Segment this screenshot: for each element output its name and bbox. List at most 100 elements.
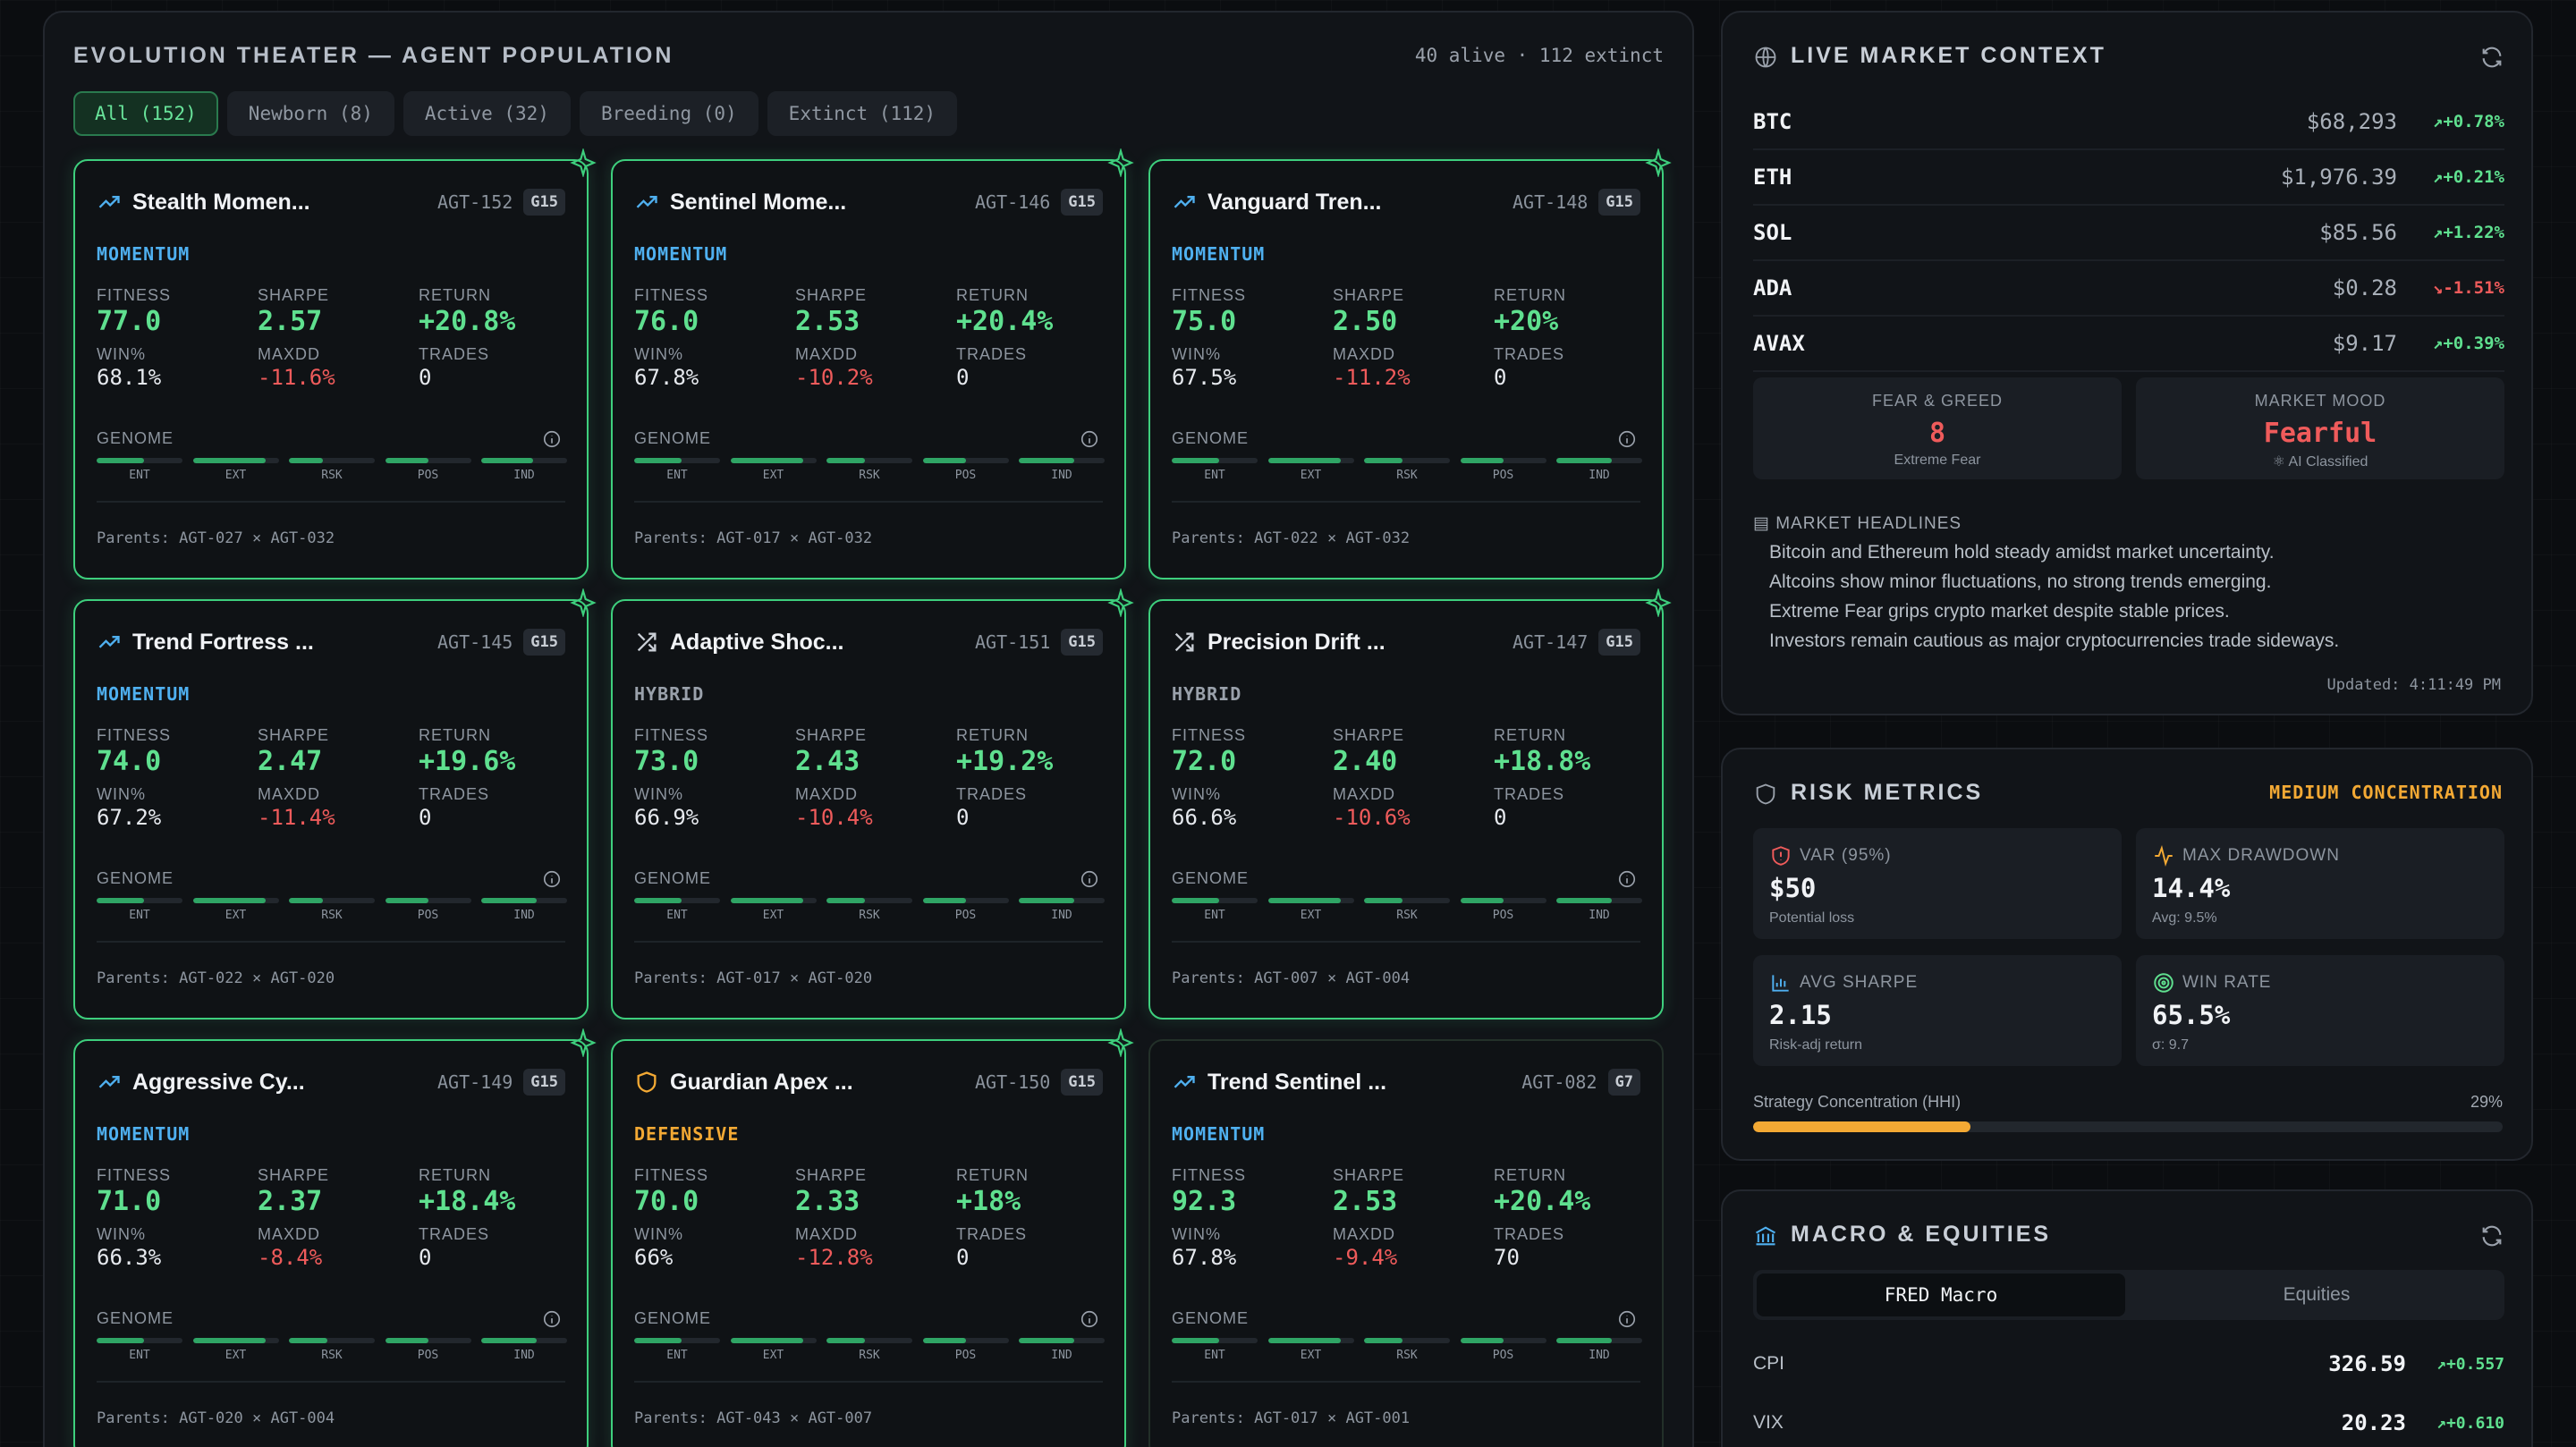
- gene-bar: ENT: [634, 458, 720, 482]
- gene-bar-fill: [1172, 898, 1219, 903]
- gene-label: EXT: [225, 469, 247, 482]
- gene-bar-fill: [1364, 458, 1403, 463]
- info-icon[interactable]: [1617, 429, 1637, 449]
- gene-bar: EXT: [730, 458, 817, 482]
- asset-change: ↘-1.51%: [2432, 278, 2504, 298]
- tab-newborn[interactable]: Newborn (8): [226, 91, 394, 136]
- macro-change: ↗+0.610: [2436, 1413, 2504, 1433]
- info-icon[interactable]: [1080, 869, 1099, 889]
- agent-card[interactable]: Stealth Momen... AGT-152 G15 MOMENTUM FI…: [73, 148, 597, 580]
- genome-label: GENOME: [1172, 1309, 1250, 1327]
- agent-card[interactable]: Trend Sentinel ... AGT-082 G7 MOMENTUM F…: [1148, 1039, 1664, 1447]
- info-icon[interactable]: [542, 869, 562, 889]
- tab-fred-macro[interactable]: FRED Macro: [1757, 1274, 2125, 1316]
- bank-icon: [1755, 1226, 1776, 1246]
- agent-card[interactable]: Vanguard Tren... AGT-148 G15 MOMENTUM FI…: [1148, 148, 1672, 580]
- shuffle-icon: [1174, 632, 1194, 652]
- maxdd-value: -12.8%: [795, 1245, 873, 1270]
- asset-price: $0.28: [2332, 275, 2397, 300]
- price-row[interactable]: ADA $0.28 ↘-1.51%: [1753, 261, 2504, 317]
- agent-name: Guardian Apex ...: [670, 1069, 853, 1095]
- gene-label: RSK: [321, 909, 343, 922]
- gene-label: POS: [954, 1349, 977, 1362]
- generation-badge: G15: [1061, 1069, 1103, 1096]
- genome-label: GENOME: [97, 429, 174, 447]
- gene-bar-fill: [826, 1338, 866, 1343]
- gene-label: RSK: [321, 1349, 343, 1362]
- macro-title: MACRO & EQUITIES: [1791, 1222, 2052, 1247]
- tab-extinct[interactable]: Extinct (112): [767, 91, 958, 136]
- trades-value: 70: [1494, 1245, 1520, 1270]
- tab-active[interactable]: Active (32): [402, 91, 571, 136]
- avg-sharpe-box: AVG SHARPE 2.15 Risk-adj return: [1753, 955, 2122, 1066]
- info-icon[interactable]: [1080, 429, 1099, 449]
- gene-bar: EXT: [192, 458, 279, 482]
- sharpe-label: SHARPE: [258, 726, 330, 744]
- info-icon[interactable]: [1617, 1309, 1637, 1329]
- agent-card[interactable]: Trend Fortress ... AGT-145 G15 MOMENTUM …: [73, 588, 597, 1020]
- agent-id: AGT-147: [1512, 631, 1589, 653]
- gene-label: RSK: [1396, 1349, 1418, 1362]
- gene-bar-fill: [385, 458, 428, 463]
- price-row[interactable]: AVAX $9.17 ↗+0.39%: [1753, 317, 2504, 372]
- gene-bar: IND: [1556, 1338, 1642, 1362]
- gene-bar-fill: [289, 898, 324, 903]
- gene-label: ENT: [1204, 909, 1225, 922]
- gene-bar-fill: [1267, 458, 1342, 463]
- gene-bar-fill: [826, 898, 866, 903]
- agent-card[interactable]: Sentinel Mome... AGT-146 G15 MOMENTUM FI…: [611, 148, 1134, 580]
- mood-sub: ⚛ AI Classified: [2272, 454, 2368, 470]
- gene-label: RSK: [1396, 909, 1418, 922]
- win-label: WIN%: [1172, 345, 1221, 363]
- agent-card[interactable]: Precision Drift ... AGT-147 G15 HYBRID F…: [1148, 588, 1672, 1020]
- tab-equities[interactable]: Equities: [2283, 1284, 2351, 1305]
- tab-breeding[interactable]: Breeding (0): [579, 91, 758, 136]
- gene-bar: IND: [481, 898, 567, 922]
- gene-label: EXT: [1300, 469, 1322, 482]
- trend-down-icon: ↘: [2432, 278, 2444, 298]
- info-icon[interactable]: [542, 1309, 562, 1329]
- agent-card[interactable]: Adaptive Shoc... AGT-151 G15 HYBRID FITN…: [611, 588, 1134, 1020]
- refresh-icon[interactable]: [2479, 1223, 2504, 1248]
- agent-card[interactable]: Guardian Apex ... AGT-150 G15 DEFENSIVE …: [611, 1028, 1134, 1447]
- info-icon[interactable]: [1080, 1309, 1099, 1329]
- agent-id: AGT-145: [436, 631, 513, 653]
- gene-bar: ENT: [1172, 458, 1258, 482]
- agent-card[interactable]: Aggressive Cy... AGT-149 G15 MOMENTUM FI…: [73, 1028, 597, 1447]
- refresh-icon[interactable]: [2479, 45, 2504, 70]
- shield-icon: [637, 1071, 657, 1093]
- hhi-percent: 29%: [2470, 1093, 2503, 1111]
- tab-all[interactable]: All (152): [73, 91, 218, 136]
- trades-label: TRADES: [1494, 785, 1565, 803]
- gene-bar: ENT: [97, 1338, 182, 1362]
- fitness-value: 75.0: [1172, 306, 1237, 337]
- gene-label: IND: [1051, 1349, 1072, 1362]
- info-icon[interactable]: [542, 429, 562, 449]
- gene-label: IND: [513, 469, 535, 482]
- gene-label: RSK: [859, 909, 880, 922]
- evolution-theater-panel: EVOLUTION THEATER — AGENT POPULATION 40 …: [43, 11, 1694, 1447]
- macro-value: 326.59: [2328, 1351, 2406, 1376]
- gene-bar-fill: [1267, 898, 1342, 903]
- return-value: +19.2%: [956, 746, 1054, 777]
- concentration-badge: MEDIUM CONCENTRATION: [2269, 782, 2503, 803]
- maxdd-value: -11.6%: [258, 365, 335, 390]
- gene-label: RSK: [321, 469, 343, 482]
- trades-label: TRADES: [1494, 345, 1565, 363]
- price-row[interactable]: BTC $68,293 ↗+0.78%: [1753, 95, 2504, 150]
- sharpe-label: SHARPE: [1333, 286, 1405, 304]
- genome-label: GENOME: [634, 429, 712, 447]
- info-icon[interactable]: [1617, 869, 1637, 889]
- gene-bar-fill: [481, 1338, 538, 1343]
- gene-bar-fill: [192, 898, 267, 903]
- gene-bar: RSK: [1364, 898, 1450, 922]
- gene-label: ENT: [129, 469, 150, 482]
- trend-up-icon: [636, 196, 657, 208]
- price-row[interactable]: ETH $1,976.39 ↗+0.21%: [1753, 150, 2504, 206]
- asset-change: ↗+1.22%: [2432, 223, 2504, 242]
- asset-price: $85.56: [2319, 220, 2397, 245]
- generation-badge: G15: [523, 629, 565, 656]
- price-row[interactable]: SOL $85.56 ↗+1.22%: [1753, 206, 2504, 261]
- maxdd-label: MAXDD: [1333, 1225, 1396, 1243]
- genome-row: GENOME: [634, 869, 1105, 896]
